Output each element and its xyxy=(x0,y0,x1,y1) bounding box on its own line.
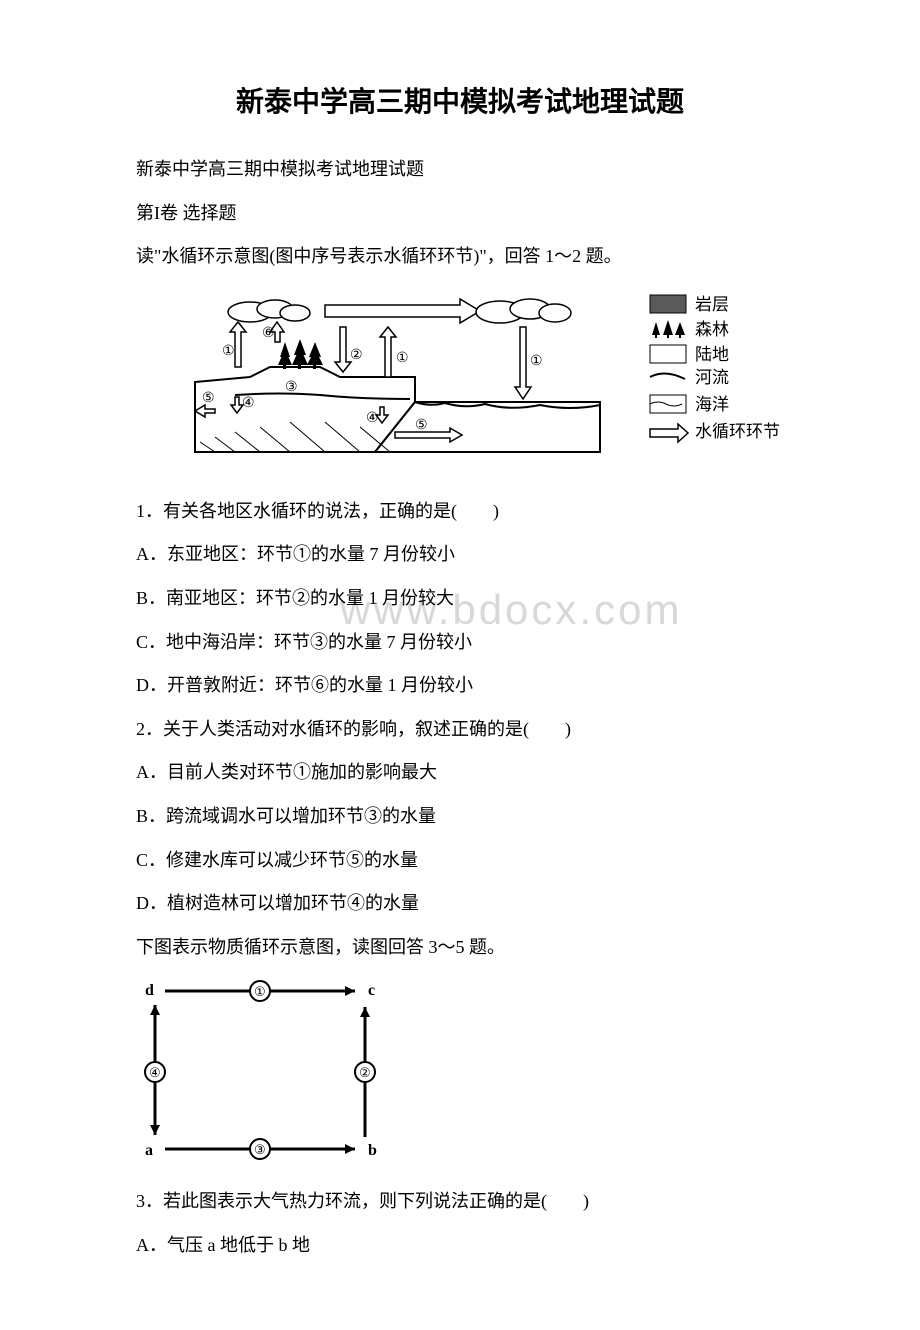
cloud-icon xyxy=(228,300,310,322)
svg-text:④: ④ xyxy=(366,411,379,426)
q2-option-a: A．目前人类对环节①施加的影响最大 xyxy=(100,753,820,793)
q1-option-d: D．开普敦附近：环节⑥的水量 1 月份较小 xyxy=(100,666,820,706)
svg-text:⑤: ⑤ xyxy=(202,391,215,406)
svg-text:①: ① xyxy=(396,351,409,366)
legend-ocean: 海洋 xyxy=(695,395,729,414)
svg-text:②: ② xyxy=(350,348,363,363)
legend-land: 陆地 xyxy=(695,345,729,364)
svg-text:①: ① xyxy=(530,354,543,369)
figure-cycle-box: d c a b ① ② ③ ④ xyxy=(140,977,820,1172)
legend-river: 河流 xyxy=(695,368,729,387)
svg-text:c: c xyxy=(368,982,375,999)
svg-text:d: d xyxy=(145,982,154,999)
forest-icon xyxy=(278,339,323,369)
q2-option-d: D．植树造林可以增加环节④的水量 xyxy=(100,884,820,924)
intro-text-1: 读"水循环示意图(图中序号表示水循环环节)"，回答 1～2 题。 xyxy=(100,237,820,277)
svg-text:④: ④ xyxy=(242,396,255,411)
intro-text-2: 下图表示物质循环示意图，读图回答 3～5 题。 xyxy=(100,928,820,968)
cloud-icon xyxy=(476,299,571,323)
svg-text:⑤: ⑤ xyxy=(415,418,428,433)
svg-text:①: ① xyxy=(222,344,235,359)
svg-text:②: ② xyxy=(359,1065,371,1080)
legend-group: 岩层 森林 陆地 河流 海洋 水循环环节 xyxy=(650,295,780,442)
legend-rock: 岩层 xyxy=(695,295,729,314)
q1-option-a: A．东亚地区：环节①的水量 7 月份较小 xyxy=(100,535,820,575)
section-label: 第I卷 选择题 xyxy=(100,194,820,234)
page-title: 新泰中学高三期中模拟考试地理试题 xyxy=(100,80,820,120)
svg-text:a: a xyxy=(145,1142,153,1159)
svg-text:③: ③ xyxy=(254,1142,266,1157)
svg-text:b: b xyxy=(368,1142,377,1159)
figure-water-cycle: ① ⑥ ② ① ① ⑤ xyxy=(180,287,820,482)
legend-cycle: 水循环环节 xyxy=(695,422,780,441)
q2-stem: 2．关于人类活动对水循环的影响，叙述正确的是( ) xyxy=(100,710,820,750)
q2-option-c: C．修建水库可以减少环节⑤的水量 xyxy=(100,841,820,881)
q3-stem: 3．若此图表示大气热力环流，则下列说法正确的是( ) xyxy=(100,1182,820,1222)
document-content: 新泰中学高三期中模拟考试地理试题 新泰中学高三期中模拟考试地理试题 第I卷 选择… xyxy=(100,80,820,1266)
legend-forest: 森林 xyxy=(695,320,729,339)
subtitle-text: 新泰中学高三期中模拟考试地理试题 xyxy=(100,150,820,190)
q3-option-a: A．气压 a 地低于 b 地 xyxy=(100,1226,820,1266)
ocean-block xyxy=(375,402,600,452)
q1-stem: 1．有关各地区水循环的说法，正确的是( ) xyxy=(100,492,820,532)
q2-option-b: B．跨流域调水可以增加环节③的水量 xyxy=(100,797,820,837)
q1-option-b: B．南亚地区：环节②的水量 1 月份较大 xyxy=(100,579,820,619)
svg-text:③: ③ xyxy=(285,380,298,395)
svg-text:①: ① xyxy=(254,984,266,999)
arrow-transport-icon xyxy=(325,299,480,323)
q1-option-c: C．地中海沿岸：环节③的水量 7 月份较小 xyxy=(100,623,820,663)
svg-text:④: ④ xyxy=(149,1065,161,1080)
svg-text:⑥: ⑥ xyxy=(262,326,275,341)
